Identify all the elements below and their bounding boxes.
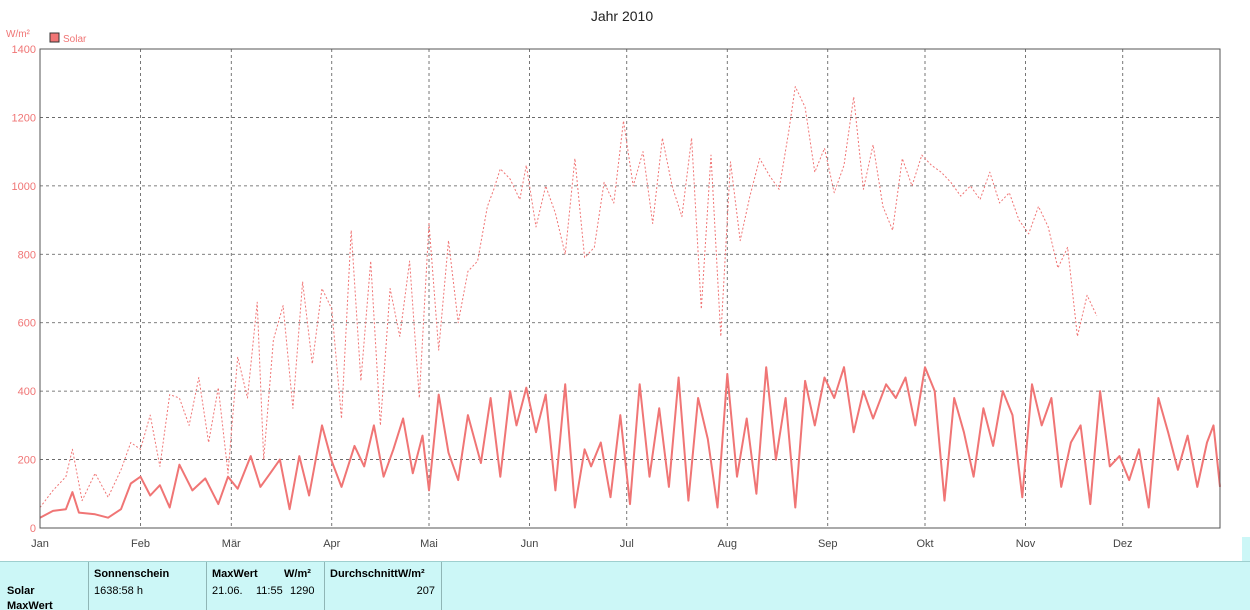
legend-label-solar: Solar (63, 34, 87, 45)
y-axis-unit: W/m² (6, 29, 31, 40)
stats-row-label-cell: Solar MaxWert (0, 562, 89, 610)
panel-corner-strip (1242, 537, 1250, 561)
max-header: MaxWert (212, 568, 258, 580)
x-tick-label: Jan (31, 538, 49, 550)
series-line-solar (39, 366, 1221, 519)
stats-sunshine-cell: Sonnenschein 1638:58 h (88, 562, 207, 610)
x-tick-label: Feb (131, 538, 150, 550)
average-header: DurchschnittW/m² (330, 568, 425, 580)
y-tick-label: 200 (18, 455, 36, 467)
max-date: 21.06. (212, 585, 243, 597)
series-layer (39, 86, 1221, 519)
x-tick-label: Aug (717, 538, 737, 550)
x-tick-label: Sep (818, 538, 838, 550)
chart-title: Jahr 2010 (591, 8, 653, 24)
y-axis-ticks: 0 200 400 600 800 1000 1200 1400 (12, 44, 36, 535)
y-tick-label: 1000 (12, 181, 36, 193)
plot-background (40, 49, 1220, 528)
x-tick-label: Jul (620, 538, 634, 550)
legend-swatch-solar (49, 32, 60, 43)
stats-average-cell: DurchschnittW/m² 207 (324, 562, 442, 610)
x-tick-label: Mai (420, 538, 438, 550)
y-tick-label: 1200 (12, 112, 36, 124)
plot-frame (39, 48, 1221, 529)
max-time: 11:55 (256, 585, 283, 597)
x-tick-label: Jun (521, 538, 539, 550)
stats-row-label: Solar (7, 585, 35, 597)
x-tick-label: Apr (323, 538, 340, 550)
stats-row-label-2: MaxWert (7, 600, 53, 610)
y-tick-label: 800 (18, 249, 36, 261)
stats-max-cell: MaxWert W/m² 21.06. 11:55 1290 (206, 562, 325, 610)
sunshine-value: 1638:58 h (94, 585, 143, 597)
x-axis-ticks: Jan Feb Mär Apr Mai Jun Jul Aug Sep Okt Nov Dez (31, 538, 1132, 550)
y-tick-label: 0 (30, 523, 36, 535)
legend: Solar (49, 32, 87, 45)
x-tick-label: Mär (222, 538, 241, 550)
solar-chart: 0 200 400 600 800 1000 1200 1400 Jan Feb Mär Apr Ma… (6, 8, 1221, 550)
y-tick-label: 600 (18, 318, 36, 330)
statistics-panel: Solar MaxWert Sonnenschein 1638:58 h Max… (0, 561, 1250, 610)
x-tick-label: Dez (1113, 538, 1133, 550)
max-value: 1290 (290, 585, 315, 597)
grid-layer (40, 49, 1220, 528)
max-unit: W/m² (284, 568, 311, 580)
y-tick-label: 400 (18, 386, 36, 398)
x-tick-label: Okt (916, 538, 933, 550)
sunshine-header: Sonnenschein (94, 568, 170, 580)
series-line-solar-max (39, 86, 1098, 508)
y-tick-label: 1400 (12, 44, 36, 56)
x-tick-label: Nov (1016, 538, 1036, 550)
average-value: 207 (416, 585, 435, 597)
